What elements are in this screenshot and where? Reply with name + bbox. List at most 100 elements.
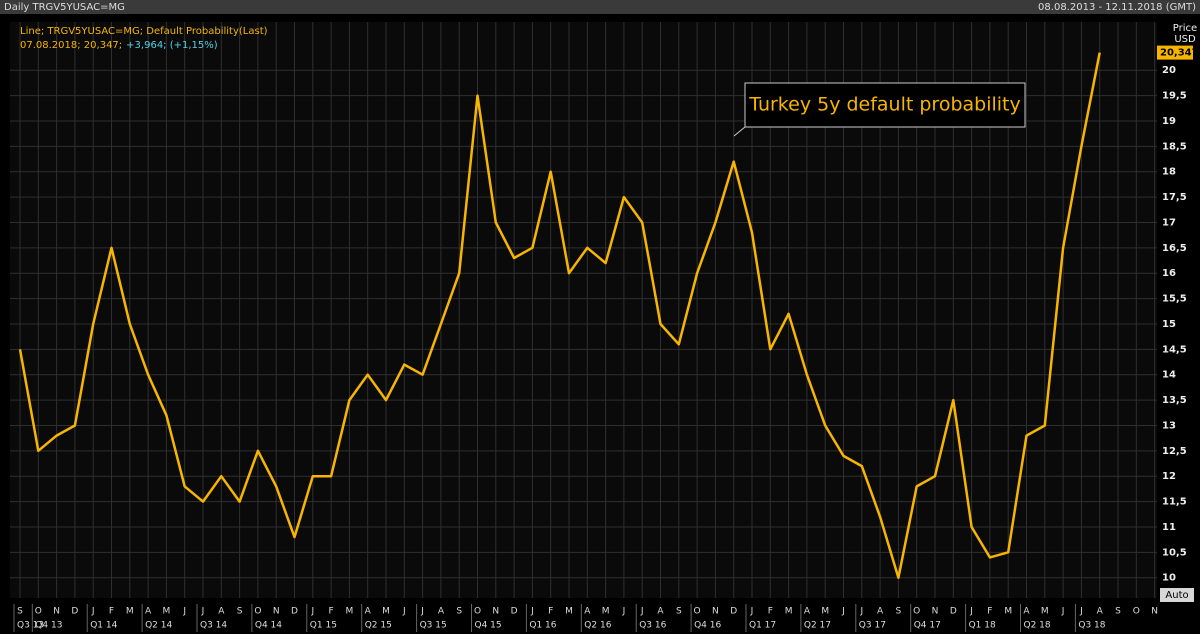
x-tick-label: F: [329, 607, 334, 617]
x-tick-label: M: [785, 607, 793, 617]
annotation: Turkey 5y default probability: [748, 94, 1021, 116]
axis-label: Price: [1173, 23, 1197, 34]
x-tick-label: M: [1004, 607, 1012, 617]
y-tick-label: 16,5: [1162, 243, 1187, 254]
x-tick-label: D: [291, 607, 298, 617]
auto-button[interactable]: [1160, 588, 1194, 602]
last-value-box: [1157, 45, 1193, 60]
price-line: [18, 52, 1101, 579]
quarter-label: Q1 15: [310, 621, 337, 631]
y-tick-label: 17: [1162, 217, 1176, 228]
x-tick-label: A: [1097, 607, 1104, 617]
x-tick-label: N: [932, 607, 939, 617]
x-tick-label: O: [254, 607, 261, 617]
x-tick-label: O: [35, 607, 42, 617]
x-tick-label: A: [438, 607, 445, 617]
quarter-label: Q2 14: [145, 621, 172, 631]
x-tick-label: A: [804, 607, 811, 617]
x-tick-label: M: [163, 607, 171, 617]
x-tick-label: D: [730, 607, 737, 617]
x-tick-label: M: [346, 607, 354, 617]
x-tick-label: A: [584, 607, 591, 617]
x-tick-label: J: [622, 607, 626, 617]
x-tick-label: S: [456, 607, 462, 617]
x-tick-label: M: [565, 607, 573, 617]
quarter-label: Q4 15: [475, 621, 502, 631]
x-tick-label: N: [273, 607, 280, 617]
x-tick-label: S: [17, 607, 23, 617]
quarter-label: Q1 16: [529, 621, 556, 631]
y-tick-label: 15: [1162, 319, 1176, 330]
y-tick-label: 19: [1162, 116, 1176, 127]
x-tick-label: J: [201, 607, 205, 617]
x-tick-label: D: [511, 607, 518, 617]
x-tick-label: J: [91, 607, 95, 617]
y-tick-label: 18,5: [1162, 141, 1187, 152]
x-tick-label: O: [1133, 607, 1140, 617]
legend-last: 07.08.2018; 20,347;: [20, 40, 122, 51]
y-tick-label: 16: [1162, 268, 1176, 279]
x-tick-label: A: [218, 607, 225, 617]
quarter-label: Q2 16: [584, 621, 611, 631]
x-tick-label: A: [145, 607, 152, 617]
quarter-label: Q3 14: [200, 621, 227, 631]
quarter-label: Q4 14: [255, 621, 282, 631]
x-tick-label: A: [365, 607, 372, 617]
x-tick-label: N: [53, 607, 60, 617]
x-tick-label: D: [950, 607, 957, 617]
quarter-label: Q1 18: [969, 621, 996, 631]
quarter-label: Q3 15: [420, 621, 447, 631]
y-tick-label: 11,5: [1162, 497, 1187, 508]
header-bar: [0, 0, 1200, 14]
y-tick-label: 10: [1162, 573, 1176, 584]
quarter-label: Q1 17: [749, 621, 776, 631]
x-tick-label: F: [987, 607, 992, 617]
annotation-box: [744, 82, 1026, 128]
quarter-label: Q3 16: [639, 621, 666, 631]
x-tick-label: M: [602, 607, 610, 617]
quarter-label: Q2 17: [804, 621, 831, 631]
x-tick-label: J: [1079, 607, 1083, 617]
quarter-label: Q1 14: [90, 621, 117, 631]
marks: [18, 52, 1101, 579]
x-tick-label: N: [712, 607, 719, 617]
x-tick-label: S: [237, 607, 243, 617]
x-tick-label: J: [859, 607, 863, 617]
x-tick-label: O: [913, 607, 920, 617]
x-tick-label: M: [126, 607, 134, 617]
y-tick-label: 11: [1162, 522, 1176, 533]
x-tick-label: J: [402, 607, 406, 617]
auto-button-label[interactable]: Auto: [1165, 590, 1188, 601]
y-tick-label: 18: [1162, 167, 1176, 178]
x-tick-label: O: [694, 607, 701, 617]
header-right: 08.08.2013 - 12.11.2018 (GMT): [1038, 2, 1196, 13]
y-tick-label: 15,5: [1162, 294, 1187, 305]
quarter-label: Q4 17: [914, 621, 941, 631]
x-tick-label: J: [640, 607, 644, 617]
x-tick-label: O: [474, 607, 481, 617]
legend-line: Line; TRGV5YUSAC=MG; Default Probability…: [20, 26, 268, 37]
quarter-label: Q3 18: [1078, 621, 1105, 631]
y-tick-label: 17,5: [1162, 192, 1187, 203]
x-tick-label: A: [1023, 607, 1030, 617]
quarter-label: Q4 16: [694, 621, 721, 631]
x-tick-label: D: [71, 607, 78, 617]
annotation-leader: [733, 126, 746, 137]
quarter-label: Q3 13: [17, 621, 44, 631]
x-tick-label: N: [492, 607, 499, 617]
x-tick-label: M: [382, 607, 390, 617]
quarter-label: Q3 17: [859, 621, 886, 631]
x-tick-label: S: [1115, 607, 1121, 617]
y-tick-label: 12: [1162, 471, 1176, 482]
x-tick-label: F: [109, 607, 114, 617]
x-tick-label: J: [530, 607, 534, 617]
x-tick-label: J: [841, 607, 845, 617]
y-tick-label: 10,5: [1162, 547, 1187, 558]
x-tick-label: A: [657, 607, 664, 617]
x-tick-label: M: [821, 607, 829, 617]
x-tick-label: M: [1041, 607, 1049, 617]
y-tick-label: 20: [1162, 65, 1176, 76]
quarter-label: Q4 13: [35, 621, 62, 631]
y-tick-label: 14: [1162, 370, 1176, 381]
